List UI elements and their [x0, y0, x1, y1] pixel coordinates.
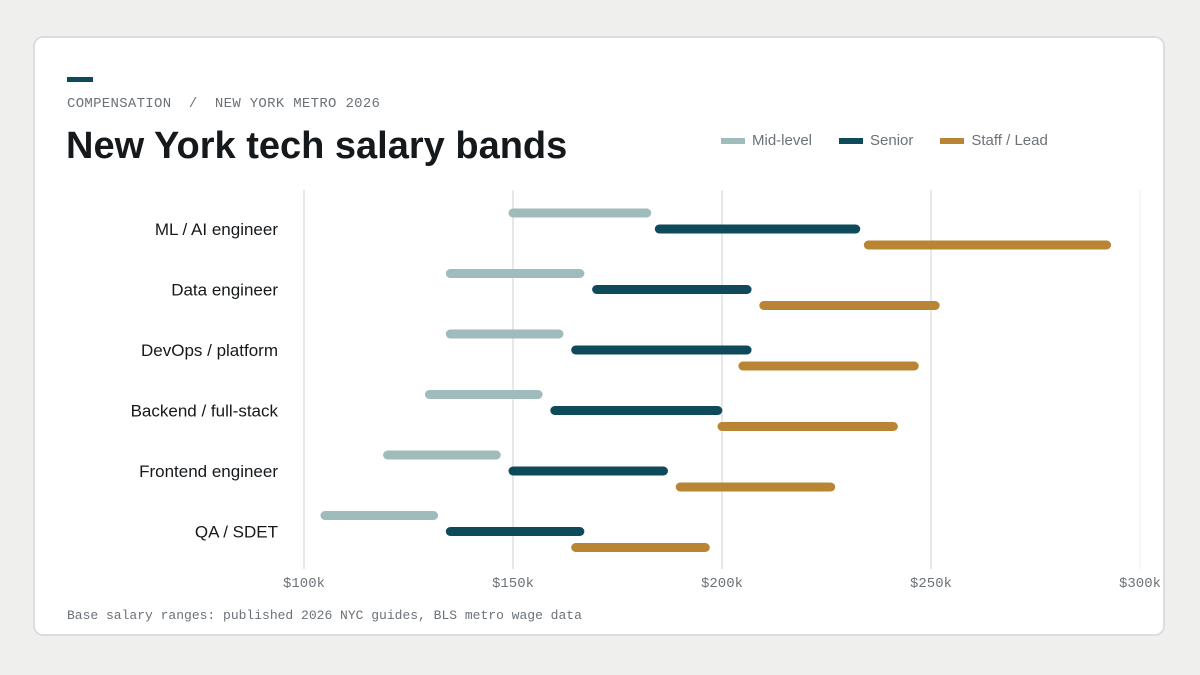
- category-label: Backend / full-stack: [131, 402, 279, 421]
- accent-bar: [67, 77, 93, 82]
- category-label: DevOps / platform: [141, 341, 278, 360]
- source-note: Base salary ranges: published 2026 NYC g…: [67, 608, 582, 623]
- x-tick-label: $300k: [1119, 576, 1161, 592]
- chart-card: COMPENSATION / NEW YORK METRO 2026 New Y…: [33, 36, 1165, 636]
- category-label: ML / AI engineer: [155, 220, 279, 239]
- legend-swatch-mid: [721, 137, 745, 144]
- legend-item-senior: Senior: [839, 132, 913, 149]
- category-label: Data engineer: [171, 281, 278, 300]
- category-label: QA / SDET: [195, 523, 278, 542]
- legend-item-mid: Mid-level: [721, 132, 812, 149]
- legend-swatch-staff: [940, 137, 965, 144]
- legend-swatch-senior: [839, 137, 864, 144]
- legend-item-staff: Staff / Lead: [940, 132, 1048, 149]
- legend: Mid-level Senior Staff / Lead: [721, 132, 1048, 149]
- legend-label-staff: Staff / Lead: [971, 132, 1048, 149]
- x-tick-label: $100k: [283, 576, 325, 592]
- category-label: Frontend engineer: [139, 462, 278, 481]
- chart-title: New York tech salary bands: [66, 125, 568, 167]
- x-tick-label: $150k: [492, 576, 534, 592]
- x-tick-label: $200k: [701, 576, 743, 592]
- legend-label-senior: Senior: [870, 132, 914, 149]
- salary-range-chart: $100k $150k $200k $250k $300k ML / AI enginee…: [131, 190, 1161, 592]
- eyebrow-label: COMPENSATION / NEW YORK METRO 2026: [67, 96, 381, 112]
- x-tick-label: $250k: [910, 576, 952, 592]
- legend-label-mid: Mid-level: [752, 132, 813, 149]
